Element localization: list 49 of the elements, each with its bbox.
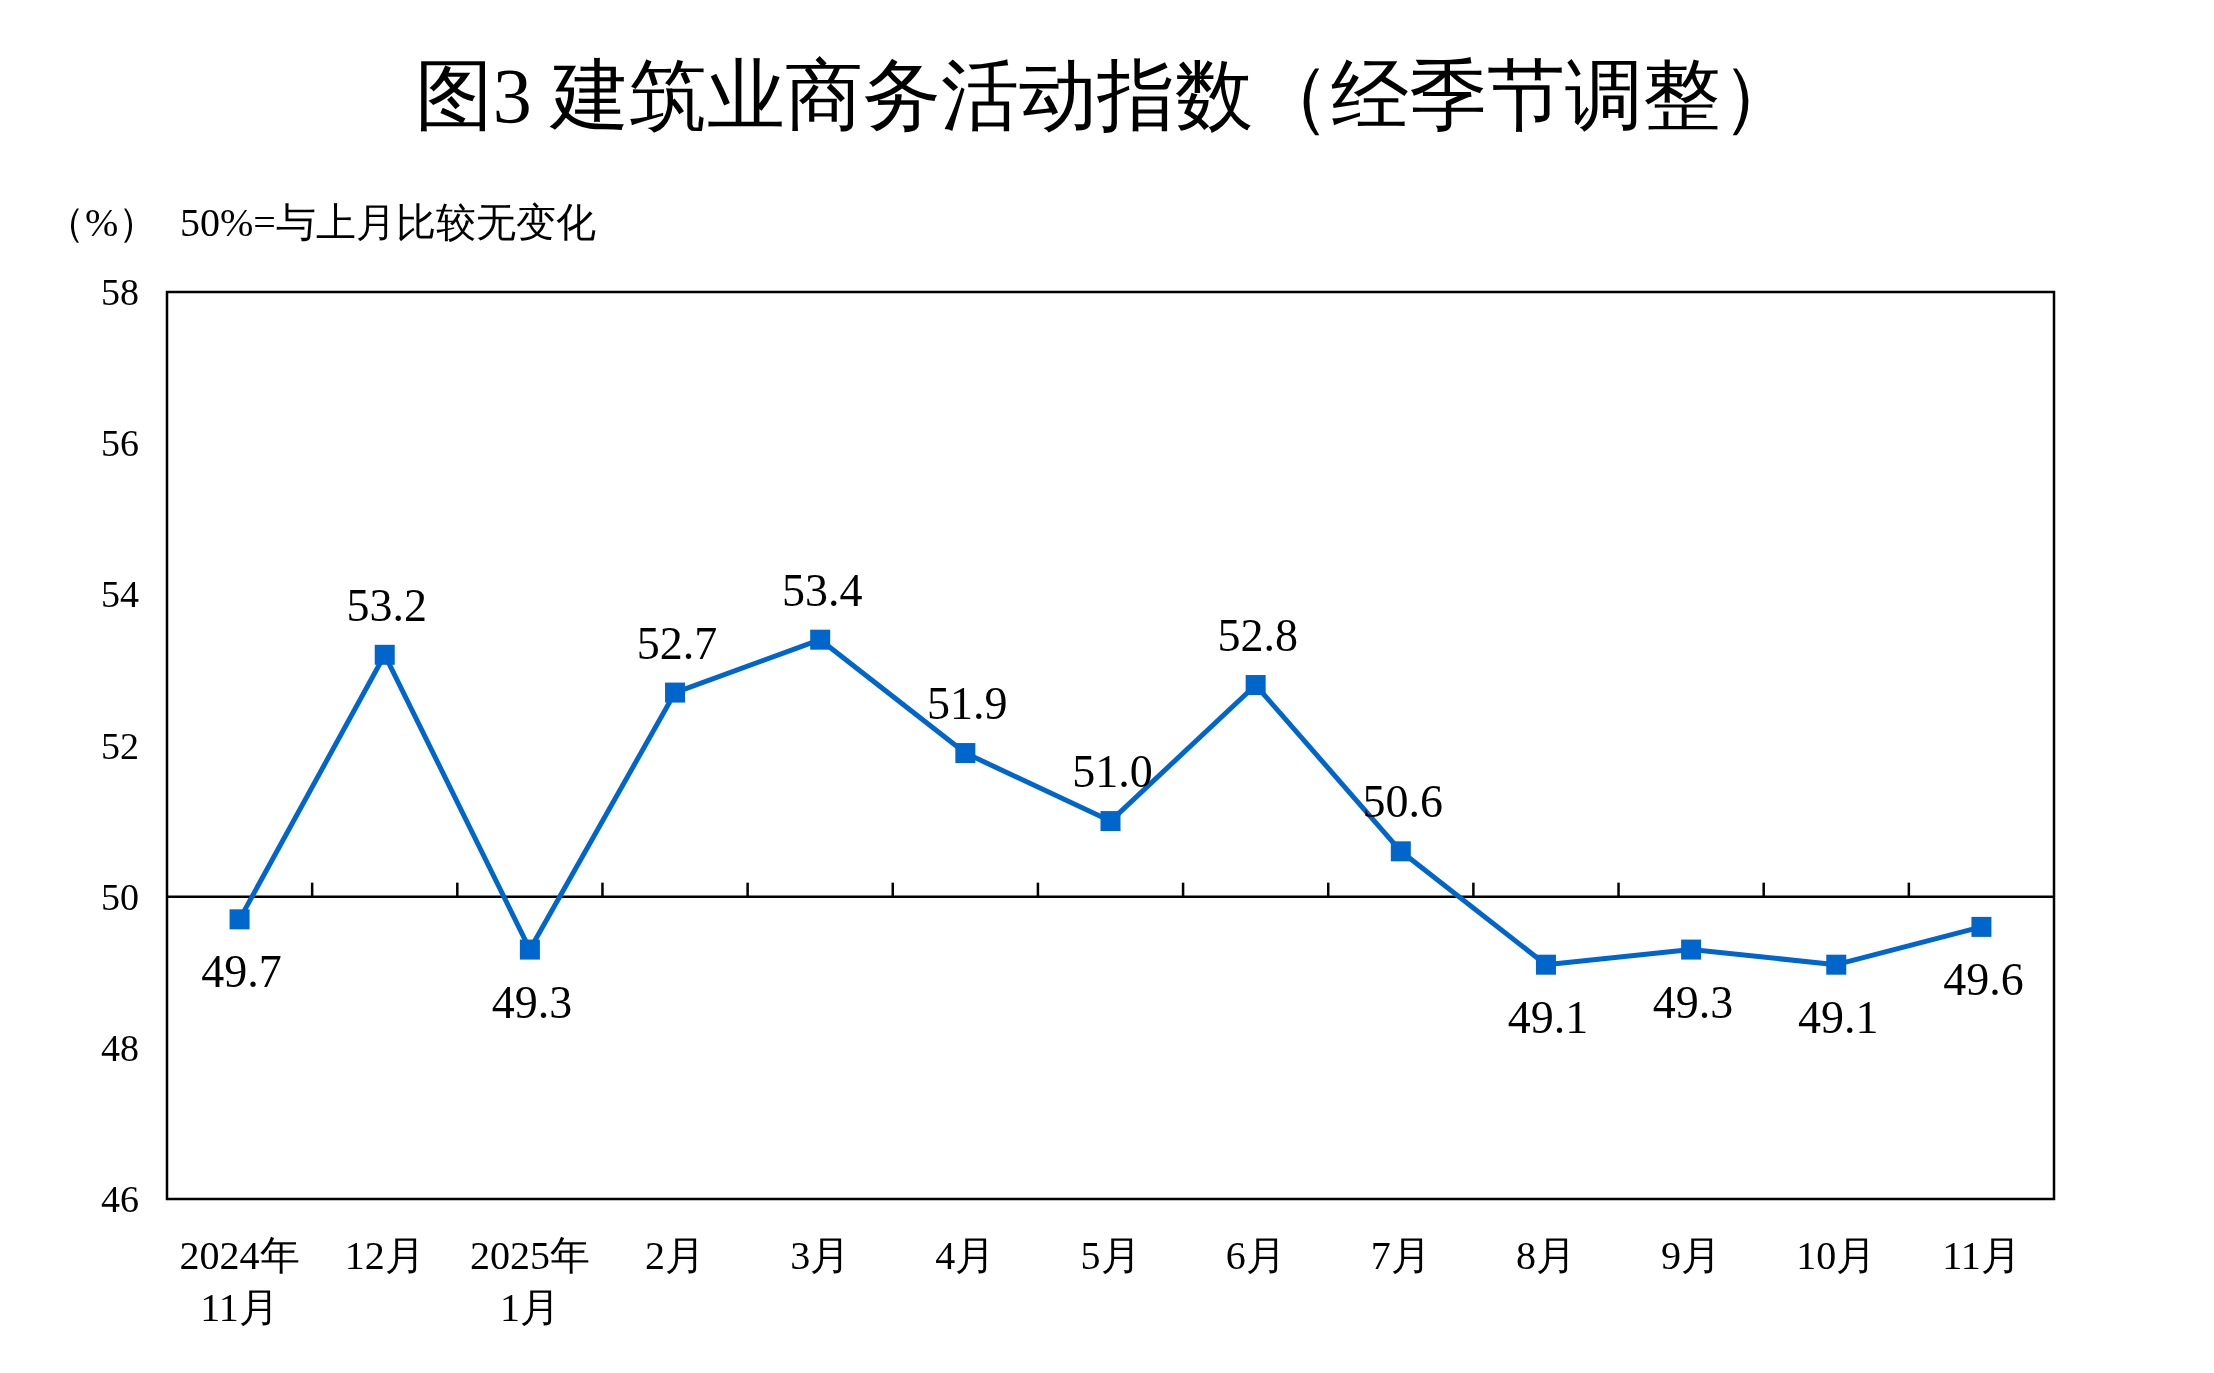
x-tick-label: 4月 (935, 1233, 996, 1278)
point (665, 682, 686, 703)
y-tick-label: 52 (101, 724, 139, 767)
point (1535, 954, 1556, 975)
x-tick-label: 5月 (1080, 1233, 1141, 1278)
data-label: 52.7 (636, 617, 718, 669)
data-label: 52.8 (1217, 610, 1298, 662)
point (1245, 675, 1266, 696)
chart-title: 图3 建筑业商务活动指数（经季节调整） (414, 52, 1800, 139)
point (519, 939, 540, 960)
x-tick-label: 9月 (1661, 1233, 1722, 1278)
data-label: 49.7 (201, 946, 282, 998)
data-label: 49.3 (1652, 976, 1734, 1028)
data-label: 49.3 (491, 976, 573, 1028)
point (1971, 916, 1992, 937)
x-tick-label: 12月 (344, 1233, 425, 1278)
point (1390, 841, 1411, 862)
y-tick-label: 56 (101, 422, 139, 465)
y-tick-label: 48 (101, 1026, 139, 1069)
y-axis-title: （%） (45, 200, 159, 245)
data-label: 53.2 (346, 579, 427, 631)
x-tick-label: 8月 (1515, 1233, 1576, 1278)
data-label: 51.9 (927, 678, 1008, 730)
point (229, 909, 250, 930)
x-tick-label: 2025年 1月 (469, 1233, 590, 1330)
point (1100, 811, 1121, 832)
x-tick-label: 2月 (645, 1233, 706, 1278)
y-tick-label: 58 (101, 271, 139, 313)
text: 50%=与上月比较无变化 (180, 200, 596, 245)
point (1681, 939, 1702, 960)
x-tick-label: 3月 (790, 1233, 851, 1278)
x-tick-label: 7月 (1370, 1233, 1431, 1278)
point (955, 743, 976, 764)
point (374, 644, 395, 665)
point (1826, 954, 1847, 975)
data-label: 53.4 (781, 564, 863, 616)
y-tick-label: 46 (101, 1178, 139, 1220)
data-label: 50.6 (1362, 776, 1444, 828)
x-tick-label: 6月 (1225, 1233, 1286, 1278)
y-tick-label: 54 (101, 573, 139, 616)
data-label: 49.6 (1943, 953, 2024, 1005)
point (810, 629, 831, 650)
data-label: 49.1 (1507, 991, 1589, 1043)
data-label: 49.1 (1798, 991, 1879, 1043)
x-tick-label: 2024年 11月 (179, 1233, 300, 1330)
y-tick-label: 50 (101, 875, 139, 918)
x-tick-label: 10月 (1796, 1233, 1877, 1278)
data-label: 51.0 (1072, 746, 1153, 798)
x-tick-label: 11月 (1942, 1233, 2021, 1278)
